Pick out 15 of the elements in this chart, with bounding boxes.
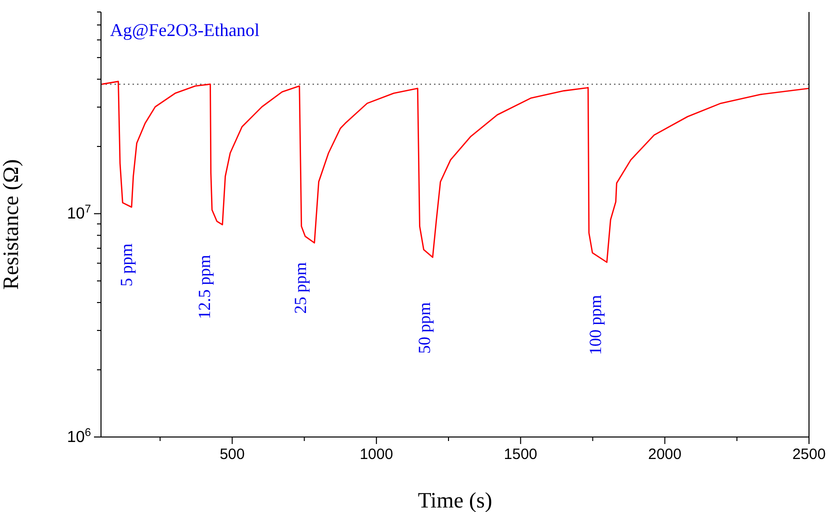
annotation: 25 ppm	[291, 262, 310, 314]
annotation: 100 ppm	[586, 295, 605, 355]
annotation: 5 ppm	[117, 244, 136, 286]
x-tick-label: 2500	[792, 446, 826, 463]
y-tick-label: 10$^{7}$	[66, 204, 91, 223]
x-tick-label: 1500	[504, 446, 538, 463]
x-tick-label: 500	[220, 446, 245, 463]
x-tick-label: 1000	[360, 446, 394, 463]
y-tick-label: 10$^{6}$	[66, 427, 91, 446]
x-tick-label: 2000	[648, 446, 682, 463]
x-axis-title: Time (s)	[418, 488, 492, 512]
chart-title: Ag@Fe2O3-Ethanol	[110, 20, 260, 41]
annotation: 12.5 ppm	[195, 254, 214, 320]
annotation: 50 ppm	[415, 302, 434, 354]
y-axis-title: Resistance (Ω)	[0, 159, 23, 290]
